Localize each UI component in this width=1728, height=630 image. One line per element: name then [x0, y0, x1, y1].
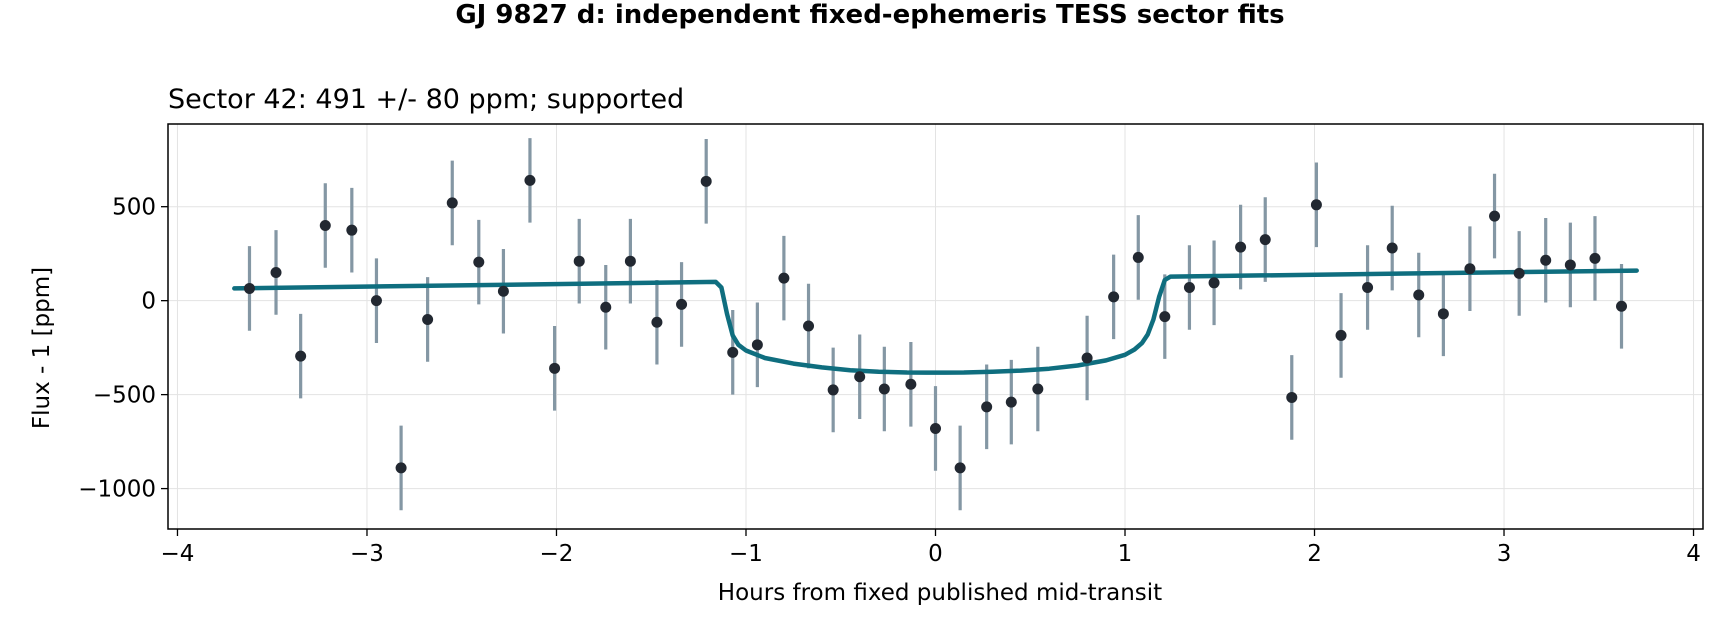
y-tick-label: 0 — [141, 289, 156, 315]
x-axis-label: Hours from fixed published mid-transit — [718, 580, 1162, 606]
data-point — [422, 313, 434, 325]
data-point — [1616, 300, 1628, 312]
data-point — [727, 346, 739, 358]
data-point — [473, 256, 485, 268]
data-point — [1183, 282, 1195, 294]
y-tick-label: −500 — [93, 383, 156, 409]
y-tick-label: 500 — [112, 195, 156, 221]
data-point — [497, 285, 509, 297]
data-point — [370, 295, 382, 307]
data-point — [1335, 329, 1347, 341]
data-point — [905, 378, 917, 390]
data-point — [700, 175, 712, 187]
data-point — [751, 339, 763, 351]
x-tick-label: 1 — [1118, 541, 1133, 567]
data-point — [878, 383, 890, 395]
data-point — [854, 371, 866, 383]
x-tick-label: −2 — [540, 541, 574, 567]
data-point — [446, 197, 458, 209]
data-point — [549, 362, 561, 374]
model-line-group — [232, 268, 1639, 375]
data-point — [1386, 242, 1398, 254]
data-point — [1437, 308, 1449, 320]
data-point — [395, 462, 407, 474]
data-point — [1286, 391, 1298, 403]
data-point — [624, 255, 636, 267]
data-point — [1413, 289, 1425, 301]
data-point — [1159, 311, 1171, 323]
data-point — [319, 219, 331, 231]
x-tick-label: 3 — [1497, 541, 1512, 567]
data-point — [1235, 241, 1247, 253]
data-point — [1464, 263, 1476, 275]
y-axis-label: Flux - 1 [ppm] — [29, 267, 55, 429]
x-tick-label: 4 — [1686, 541, 1701, 567]
data-point — [1564, 259, 1576, 271]
data-point — [1259, 234, 1271, 246]
data-point — [1589, 252, 1601, 264]
data-point — [270, 266, 282, 278]
data-point — [346, 224, 358, 236]
data-points — [243, 174, 1628, 474]
data-point — [1540, 254, 1552, 266]
x-tick-label: 2 — [1307, 541, 1322, 567]
data-point — [827, 384, 839, 396]
data-point — [1513, 267, 1525, 279]
data-point — [1489, 210, 1501, 222]
model-line — [232, 268, 1639, 375]
data-point — [954, 462, 966, 474]
data-point — [803, 320, 815, 332]
grid — [168, 124, 1703, 529]
x-tick-label: −1 — [729, 541, 763, 567]
data-point — [1032, 383, 1044, 395]
data-point — [573, 255, 585, 267]
data-point — [676, 298, 688, 310]
x-tick-label: −4 — [161, 541, 195, 567]
data-point — [524, 174, 536, 186]
data-point — [1132, 251, 1144, 263]
data-point — [651, 316, 663, 328]
data-point — [1005, 396, 1017, 408]
data-point — [1081, 352, 1093, 364]
x-tick-label: 0 — [928, 541, 943, 567]
chart-suptitle: GJ 9827 d: independent fixed-ephemeris T… — [455, 0, 1284, 30]
data-point — [981, 401, 993, 413]
data-point — [295, 350, 307, 362]
data-point — [930, 422, 941, 434]
data-point — [600, 301, 612, 313]
y-tick-label: −1000 — [78, 477, 156, 503]
data-point — [243, 282, 255, 294]
data-point — [1362, 282, 1374, 294]
data-point — [1108, 291, 1120, 303]
y-axis: −1000 −500 0 500 — [78, 195, 168, 503]
x-axis: −4 −3 −2 −1 0 1 2 3 4 — [161, 529, 1701, 567]
data-point — [1310, 199, 1322, 211]
data-point — [1208, 277, 1220, 289]
data-point — [778, 272, 790, 284]
x-tick-label: −3 — [350, 541, 384, 567]
chart-title: Sector 42: 491 +/- 80 ppm; supported — [168, 84, 684, 115]
